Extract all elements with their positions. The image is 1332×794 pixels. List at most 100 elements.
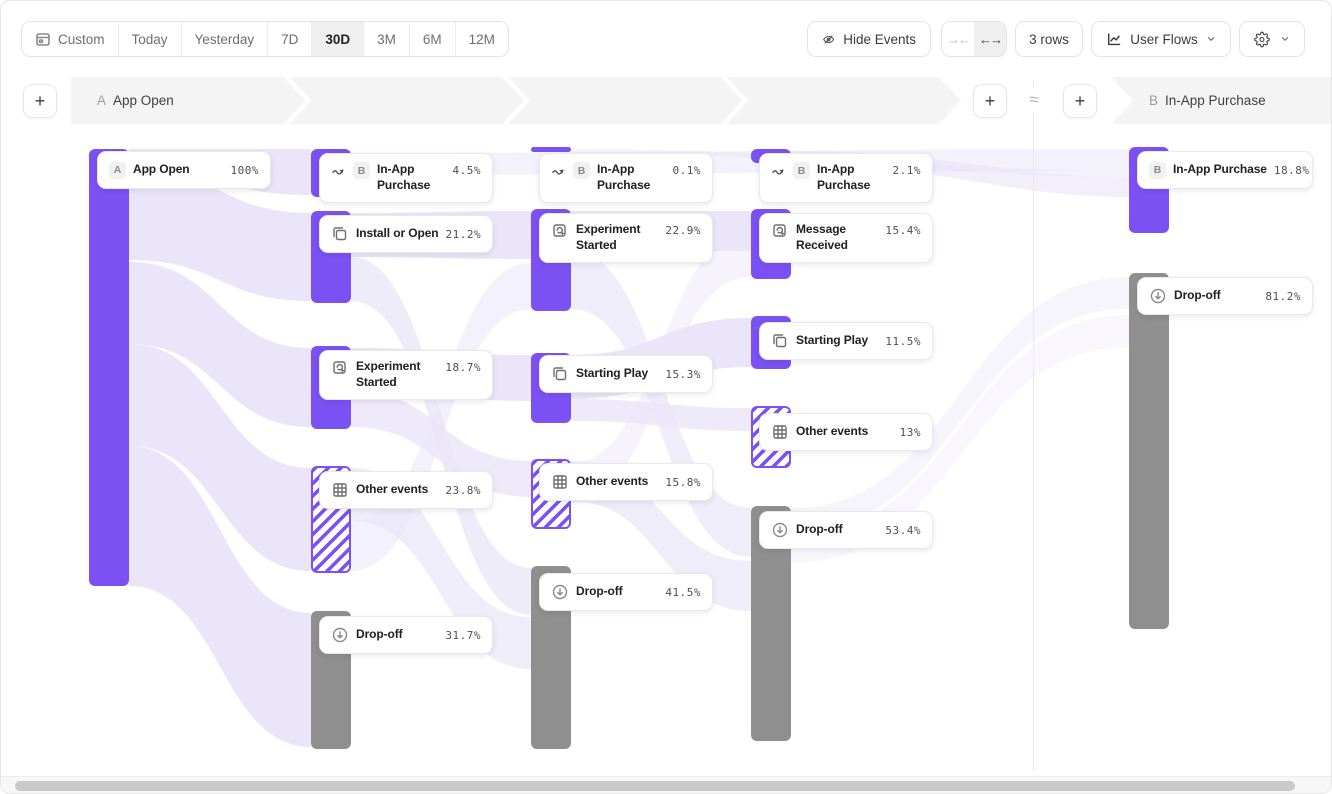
node-value: 4.5% [452,164,481,177]
node-value: 23.8% [445,483,481,497]
date-range-label: 30D [325,31,351,47]
node-value: 18.7% [445,361,481,374]
flow-bar-other-events[interactable] [311,466,351,573]
jump-arrow-icon [772,169,784,175]
end-event-label: In-App Purchase [1165,93,1266,108]
end-event-badge: B [1149,93,1159,108]
jump-arrow-icon [332,169,344,175]
add-step-before-end-button[interactable]: + [973,84,1007,118]
collapse-columns-button[interactable]: →← [942,22,974,56]
date-range-3m[interactable]: 3M [364,22,410,56]
column-width-toggle: →← ←→ [941,21,1007,57]
flow-node-in-app-purchase-end[interactable]: B In-App Purchase 18.8% [1137,151,1313,189]
flow-node-in-app-purchase[interactable]: B In-App Purchase 4.5% [319,153,493,203]
experiment-icon [333,361,346,374]
horizontal-scrollbar-track[interactable] [1,776,1331,793]
chevron-down-icon [1281,37,1289,41]
node-value: 53.4% [885,523,921,537]
date-range-label: Yesterday [194,31,255,47]
date-range-label: 7D [281,31,299,47]
hide-events-button[interactable]: Hide Events [807,21,931,57]
banner-segment [727,77,962,124]
eye-off-icon [823,34,834,44]
flow-node-other-events[interactable]: Other events 15.8% [539,463,713,501]
add-end-step-button[interactable]: + [1063,84,1097,118]
flow-node-starting-play[interactable]: Starting Play 11.5% [759,322,933,360]
flow-bar-drop-off-end[interactable] [1129,273,1169,629]
experiment-icon [553,224,566,237]
node-value: 15.4% [885,224,921,237]
event-b-badge: B [1149,161,1166,179]
node-value: 13% [899,425,921,439]
flow-node-message-received[interactable]: Message Received 15.4% [759,213,933,263]
node-label: Starting Play [796,333,869,348]
date-range-today[interactable]: Today [119,22,182,56]
flow-bar-in-app-purchase[interactable] [531,147,571,152]
date-range-12m[interactable]: 12M [456,22,508,56]
add-start-step-button[interactable]: + [23,84,57,118]
plus-icon: + [1074,90,1086,111]
banner-segment: A App Open [71,77,306,124]
node-value: 22.9% [665,224,701,237]
gear-icon [1254,31,1270,47]
date-range-7d[interactable]: 7D [268,22,313,56]
flow-node-in-app-purchase[interactable]: B In-App Purchase 0.1% [539,153,713,203]
date-range-custom[interactable]: Custom [22,22,119,56]
date-range-30d-active[interactable]: 30D [312,22,365,56]
node-label: Other events [356,482,429,497]
event-a-badge: A [109,161,126,179]
date-range-picker: Custom Today Yesterday 7D 30D 3M 6M 12M [21,21,509,57]
copy-icon [333,227,347,241]
rows-button[interactable]: 3 rows [1015,21,1083,57]
flow-node-app-open[interactable]: A App Open 100% [97,151,271,189]
flow-node-other-events[interactable]: Other events 23.8% [319,471,493,509]
node-label: In-App Purchase [1173,162,1267,177]
horizontal-scrollbar-thumb[interactable] [15,781,1295,791]
flow-node-drop-off[interactable]: Drop-off 53.4% [759,511,933,549]
start-event-banner[interactable]: A App Open [71,77,961,124]
hide-events-label: Hide Events [843,31,916,47]
jump-arrow-icon [552,169,564,175]
view-type-dropdown[interactable]: User Flows [1091,21,1231,57]
start-event-label: App Open [113,93,174,108]
flow-node-experiment-started[interactable]: Experiment Started 22.9% [539,213,713,263]
experiment-icon [773,224,786,237]
date-range-6m[interactable]: 6M [410,22,456,56]
grid-icon [553,475,567,489]
plus-icon: + [34,90,46,111]
end-event-banner[interactable]: B In-App Purchase [1111,77,1331,124]
calendar-icon [36,33,50,46]
node-label: In-App Purchase [817,162,871,192]
flow-node-in-app-purchase[interactable]: B In-App Purchase 2.1% [759,153,933,203]
banner-segment [290,77,525,124]
flow-node-starting-play[interactable]: Starting Play 15.3% [539,355,713,393]
flow-node-drop-off-end[interactable]: Drop-off 81.2% [1137,277,1313,315]
node-label: Drop-off [356,627,403,642]
date-range-yesterday[interactable]: Yesterday [182,22,269,56]
node-label: Drop-off [1174,288,1221,303]
flow-node-drop-off[interactable]: Drop-off 31.7% [319,616,493,654]
event-b-badge: B [573,162,590,179]
flow-node-other-events[interactable]: Other events 13% [759,413,933,451]
panel-divider [1033,81,1034,771]
flow-node-experiment-started[interactable]: Experiment Started 18.7% [319,350,493,400]
approx-connector: ≈ [1023,88,1045,112]
node-label: App Open [133,162,190,177]
flow-node-drop-off[interactable]: Drop-off 41.5% [539,573,713,611]
node-label: Install or Open [356,226,439,241]
node-label: Drop-off [576,584,623,599]
banner-segment [508,77,743,124]
node-label: Experiment Started [576,222,641,252]
node-value: 21.2% [445,227,482,241]
date-range-label: 3M [377,31,396,47]
chart-icon [1107,32,1121,45]
rows-label: 3 rows [1029,31,1069,47]
node-value: 15.3% [665,367,701,381]
grid-icon [773,425,787,439]
flow-node-install-or-open[interactable]: Install or Open 21.2% [319,215,493,253]
expand-columns-button[interactable]: ←→ [974,22,1006,56]
settings-dropdown[interactable] [1239,21,1305,57]
flow-bar-app-open[interactable] [89,149,129,586]
node-label: Message Received [796,222,848,252]
